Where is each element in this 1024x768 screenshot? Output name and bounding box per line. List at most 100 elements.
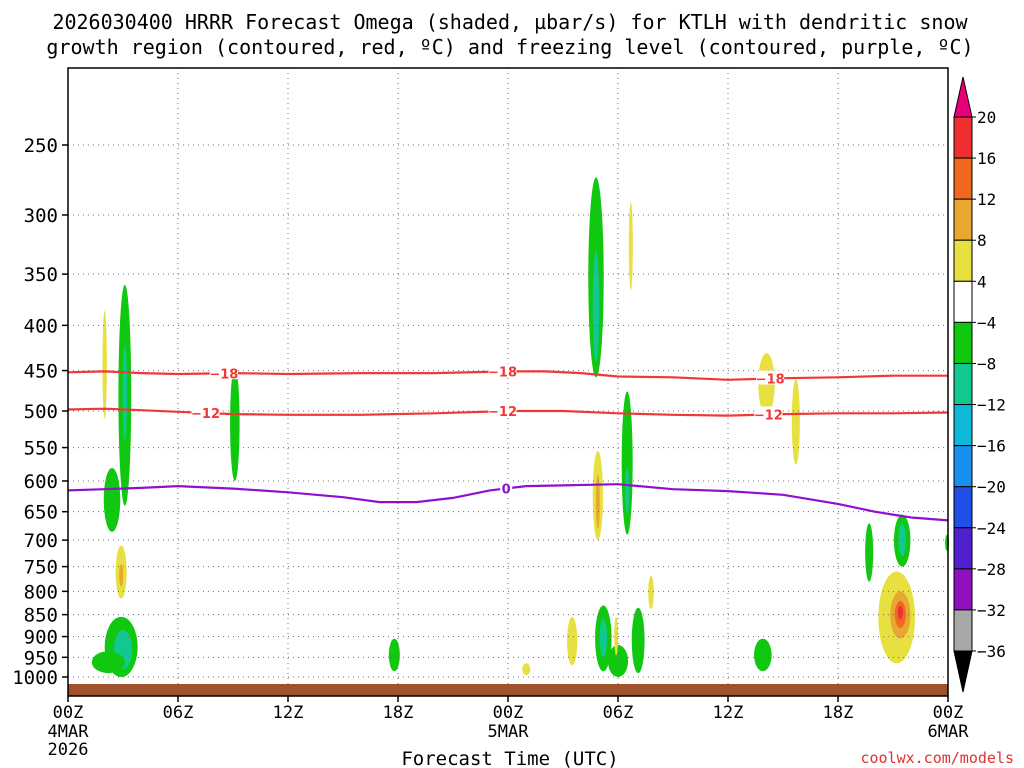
credit-text: coolwx.com/models	[860, 749, 1014, 767]
colorbar-label-11: −28	[977, 560, 1006, 579]
contour-label--18-2: −18	[756, 373, 785, 388]
omega-region-27	[791, 379, 800, 465]
omega-shading-layer	[91, 177, 950, 678]
omega-region-12	[567, 616, 578, 666]
colorbar-band-11	[953, 568, 973, 611]
x-tick-label-5: 06Z	[603, 703, 634, 723]
colorbar-band-12	[953, 609, 973, 652]
y-tick-label-700: 700	[24, 530, 58, 552]
contour-label--12-2: −12	[754, 408, 783, 423]
x-tick-label-6: 12Z	[713, 703, 744, 723]
y-tick-label-1000: 1000	[12, 667, 58, 689]
y-tick-label-300: 300	[24, 205, 58, 227]
colorbar-label-3: 8	[977, 231, 987, 250]
omega-region-18	[599, 619, 607, 658]
colorbar-band-4	[953, 280, 973, 323]
contour-label--12-1: −12	[488, 405, 517, 420]
y-tick-label-500: 500	[24, 401, 58, 423]
x-tick-date-4: 5MAR	[488, 722, 530, 742]
omega-region-9	[230, 366, 240, 481]
omega-region-29	[865, 523, 874, 582]
x-tick-label-7: 18Z	[823, 703, 854, 723]
chart-title-line2: growth region (contoured, red, ºC) and f…	[46, 35, 973, 59]
colorbar-band-8	[953, 445, 973, 488]
x-tick-label-2: 12Z	[273, 703, 304, 723]
contour-label-0-0: 0	[502, 482, 511, 497]
y-tick-label-850: 850	[24, 605, 58, 627]
y-tick-label-650: 650	[24, 502, 58, 524]
omega-region-23	[614, 616, 619, 656]
x-axis-label: Forecast Time (UTC)	[401, 748, 618, 768]
omega-region-14	[592, 251, 600, 362]
omega-region-24	[648, 575, 654, 610]
colorbar-band-9	[953, 486, 973, 529]
x-tick-label-0: 00Z	[53, 703, 84, 723]
y-tick-label-950: 950	[24, 647, 58, 669]
colorbar-label-0: 20	[977, 108, 996, 127]
colorbar-label-6: −8	[977, 354, 996, 373]
x-tick-date-0: 4MAR	[48, 722, 90, 742]
omega-region-21	[625, 467, 630, 515]
colorbar-band-6	[953, 362, 973, 406]
colorbar-label-7: −12	[977, 396, 1006, 415]
x-tick-year-0: 2026	[48, 740, 89, 760]
omega-region-3	[102, 310, 107, 419]
x-tick-label-4: 00Z	[493, 703, 524, 723]
contour-label-bg	[488, 403, 517, 418]
omega-region-10	[388, 638, 400, 672]
omega-region-25	[631, 607, 645, 674]
colorbar-label-10: −24	[977, 519, 1006, 538]
contour-label-bg	[191, 404, 220, 419]
colorbar-label-1: 16	[977, 149, 996, 168]
omega-region-6	[91, 651, 125, 674]
y-tick-label-400: 400	[24, 315, 58, 337]
omega-region-28	[754, 638, 772, 672]
omega-region-31	[898, 523, 906, 557]
terrain-ground	[68, 684, 948, 696]
y-tick-label-900: 900	[24, 627, 58, 649]
contour-label-bg	[754, 406, 783, 421]
y-axis-pressure-ticks: 2503003504004505005506006507007508008509…	[12, 135, 68, 689]
colorbar-label-13: −36	[977, 642, 1006, 661]
chart-title-line1: 2026030400 HRRR Forecast Omega (shaded, …	[52, 10, 968, 34]
colorbar-label-5: −4	[977, 313, 996, 332]
colorbar-band-10	[953, 527, 973, 570]
y-tick-label-350: 350	[24, 264, 58, 286]
omega-region-19	[607, 645, 629, 677]
y-tick-label-800: 800	[24, 581, 58, 603]
colorbar-label-12: −32	[977, 601, 1006, 620]
omega-region-1	[103, 467, 121, 532]
omega-region-16	[595, 474, 600, 529]
contour-label--18-0: −18	[209, 367, 238, 382]
omega-region-8	[119, 564, 124, 587]
x-tick-date-8: 6MAR	[928, 722, 970, 742]
colorbar-band-3	[953, 239, 973, 282]
omega-region-22	[628, 201, 633, 291]
y-tick-label-750: 750	[24, 557, 58, 579]
colorbar-label-2: 12	[977, 190, 996, 209]
y-tick-label-250: 250	[24, 135, 58, 157]
colorbar-label-4: 4	[977, 272, 987, 291]
contour-line--18	[67, 370, 948, 381]
y-tick-label-450: 450	[24, 361, 58, 383]
plot-area: −18 −18 −18 −12 −12 −12 0	[67, 67, 950, 697]
colorbar-label-9: −20	[977, 478, 1006, 497]
contour-label-bg	[488, 363, 517, 378]
x-tick-label-8: 00Z	[933, 703, 964, 723]
colorbar-bottom-arrow	[953, 650, 973, 693]
x-tick-label-3: 18Z	[383, 703, 414, 723]
y-tick-label-600: 600	[24, 471, 58, 493]
colorbar-band-7	[953, 404, 973, 447]
contour-label-bg	[500, 480, 513, 495]
colorbar-band-5	[953, 321, 973, 364]
contour-label-bg	[209, 365, 238, 380]
colorbar-band-2	[953, 198, 973, 241]
omega-region-36	[897, 605, 903, 620]
colorbar-label-8: −16	[977, 437, 1006, 456]
contour-label--12-0: −12	[191, 407, 220, 422]
colorbar: 20 16 12 8 4 −4 −8 −12 −16 −20 −24 −28 −32 −36	[953, 76, 1006, 693]
contour-label--18-1: −18	[488, 366, 517, 381]
